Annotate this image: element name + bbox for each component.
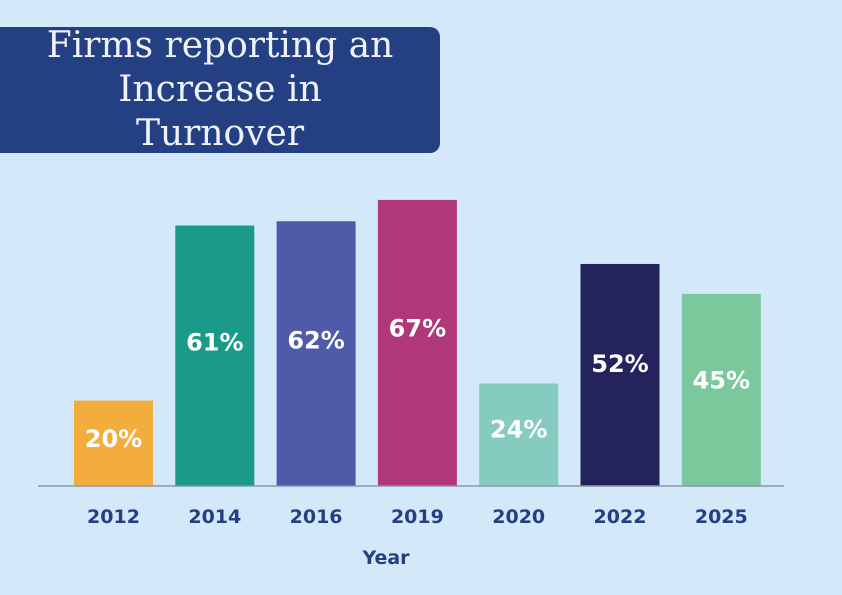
data-label-2012: 20% [85,425,142,453]
data-label-2014: 61% [186,329,243,357]
data-label-2020: 24% [490,416,547,444]
chart-title-line-1: Firms reporting an [46,25,394,66]
x-tick-label-2016: 2016 [290,506,343,528]
x-tick-label-2012: 2012 [87,506,140,528]
x-tick-label-2020: 2020 [492,506,545,528]
bar-2012 [74,400,153,486]
x-tick-label-2022: 2022 [594,506,647,528]
chart-title-box: Firms reporting an Increase in Turnover [0,24,440,156]
x-tick-label-2014: 2014 [188,506,241,528]
data-label-2016: 62% [287,326,344,354]
data-label-2022: 52% [591,350,648,378]
bar-2016 [276,221,356,486]
data-label-2025: 45% [693,366,750,394]
chart-title-line-2: Increase in Turnover [118,69,322,154]
bar-2022 [580,263,660,486]
bar-2025 [681,293,761,486]
bar-2019 [377,199,457,486]
x-tick-label-2019: 2019 [391,506,444,528]
data-label-2019: 67% [389,315,446,343]
x-tick-label-2025: 2025 [695,506,748,528]
chart-title: Firms reporting an Increase in Turnover [40,24,400,156]
bar-2020 [479,383,559,486]
bar-2014 [175,225,255,486]
x-axis-title: Year [361,547,410,569]
